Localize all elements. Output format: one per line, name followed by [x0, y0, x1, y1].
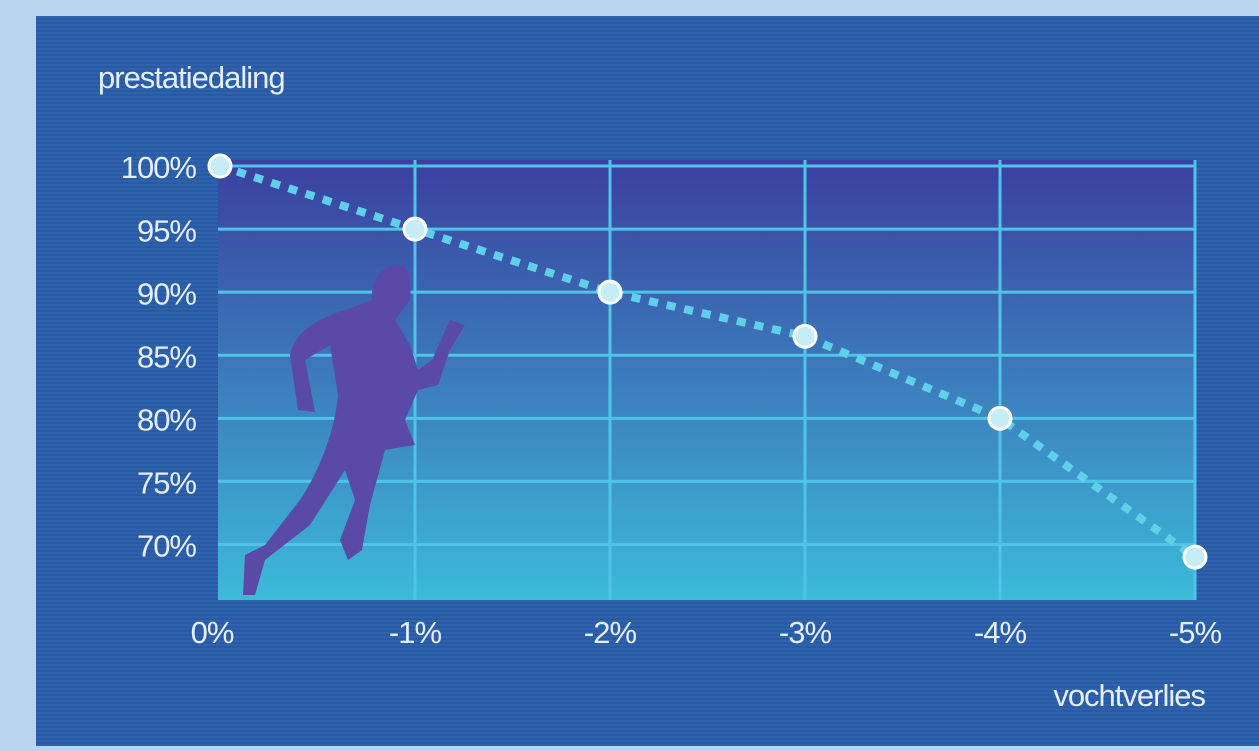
x-tick-label: 0% — [191, 615, 234, 650]
y-tick-label: 85% — [137, 339, 196, 374]
y-axis-title: prestatiedaling — [98, 60, 285, 95]
y-tick-label: 70% — [137, 529, 196, 564]
y-tick-label: 80% — [137, 403, 196, 438]
x-tick-label: -4% — [974, 615, 1027, 650]
x-tick-label: -2% — [584, 615, 637, 650]
x-tick-label: -1% — [389, 615, 442, 650]
y-tick-label: 90% — [137, 276, 196, 311]
data-point — [792, 323, 818, 349]
x-tick-label: -3% — [779, 615, 832, 650]
y-tick-label: 95% — [137, 213, 196, 248]
data-point — [207, 153, 233, 179]
y-tick-label: 75% — [137, 466, 196, 501]
data-line — [218, 162, 1198, 561]
data-point — [987, 405, 1013, 431]
x-tick-label: -5% — [1169, 615, 1222, 650]
data-point — [402, 216, 428, 242]
y-tick-label: 100% — [121, 150, 197, 185]
x-axis-title: vochtverlies — [1053, 678, 1205, 713]
runner-silhouette — [243, 264, 465, 595]
data-point — [1182, 544, 1208, 570]
data-point — [597, 279, 623, 305]
